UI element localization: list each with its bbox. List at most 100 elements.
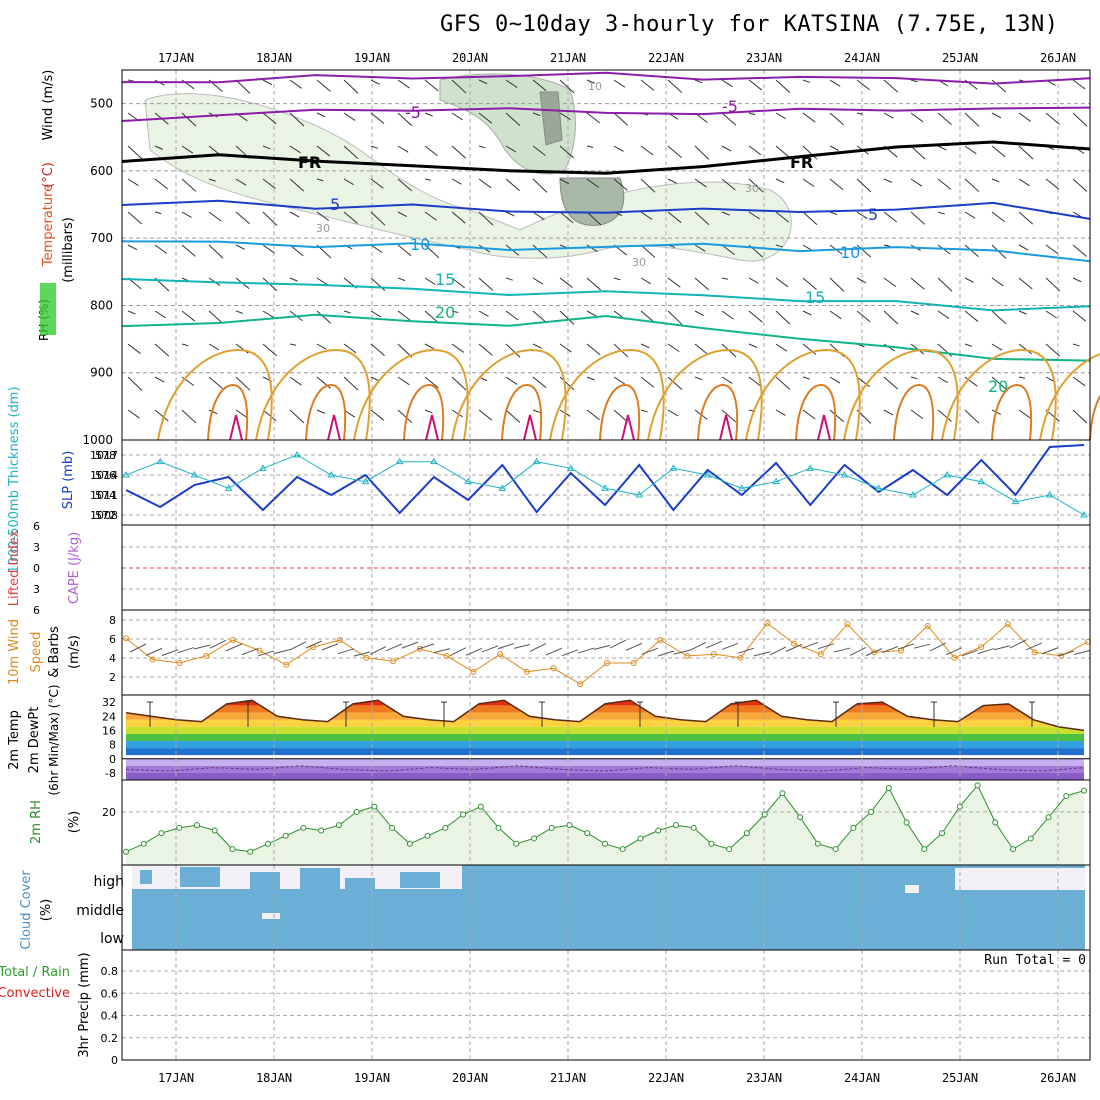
wind-frame [121, 609, 1091, 696]
wind-barb [449, 647, 467, 657]
rh-marker [1081, 787, 1087, 794]
wind-barb [1018, 376, 1026, 379]
slp-tick-label: 1014 [90, 469, 118, 482]
rh-marker [797, 814, 804, 821]
rh-marker [690, 824, 697, 831]
wind-barb [964, 409, 980, 424]
wind-barb [451, 145, 467, 159]
wind-barb [929, 642, 947, 652]
wind-barb [559, 178, 570, 185]
wind-barb [748, 376, 762, 388]
wind-barb [145, 647, 163, 656]
wind-barb [532, 277, 544, 285]
temp-contour-30 [305, 383, 347, 441]
wind-barb [802, 310, 812, 316]
wind-barb [424, 376, 439, 389]
temp-contour-25 [1039, 353, 1100, 441]
rh-unit-label: (%) [67, 811, 82, 834]
cape-axis-label: CAPE (J/kg) [67, 532, 82, 604]
wind-barb [640, 310, 655, 323]
wind-barb [694, 376, 703, 381]
wind-barb [910, 145, 926, 160]
wind-barb [833, 647, 851, 653]
temp-band [126, 765, 1084, 773]
wind-barb [613, 178, 628, 191]
rh-marker [956, 803, 963, 810]
isotherm-label: 5 [330, 195, 340, 214]
date-label-bottom: 22JAN [648, 1071, 684, 1085]
temp-contour-35 [817, 414, 831, 441]
wind-barb [370, 310, 382, 318]
wind-barb [586, 211, 602, 226]
wind-barb [883, 178, 893, 183]
rh-area [126, 785, 1084, 865]
wind-barb [343, 145, 359, 159]
wind-barb [451, 178, 462, 185]
wind-barb [748, 145, 762, 156]
li-tick-label: 0 [33, 562, 40, 575]
wind-speed-marker [577, 681, 584, 688]
wind-barb [829, 145, 840, 152]
wind-barb [609, 639, 627, 649]
wind-barb [586, 244, 598, 253]
wind-barb [1018, 277, 1033, 290]
wind-barb [586, 145, 594, 148]
temp-tick-label: 16 [102, 724, 116, 737]
wind-barb [208, 376, 223, 389]
wind-barb [478, 178, 492, 189]
wind-barb [991, 112, 1002, 119]
rh-marker [247, 848, 254, 855]
slp-marker [293, 451, 301, 458]
wind-barb [721, 79, 733, 88]
temp-tick-label: -8 [105, 767, 116, 780]
wind-speed-marker [283, 661, 290, 668]
wind-barb [801, 641, 819, 649]
wind-barb [497, 643, 515, 650]
isotherm-label: -5 [722, 97, 738, 116]
temp-contour-25 [647, 348, 763, 441]
wind-speed-marker [710, 651, 717, 658]
wind-barb [1045, 178, 1060, 190]
wind-speed-marker [684, 652, 691, 659]
cloud-high-block [300, 868, 340, 890]
wind-barb [748, 178, 764, 193]
wind-speed-marker [764, 620, 771, 627]
isotherm-10 [121, 240, 1091, 263]
cloud-high-gap [955, 868, 1085, 890]
wind-barb-field [127, 79, 1088, 424]
temperature-axis-label: Temperature [41, 184, 56, 267]
wind-barb [865, 648, 883, 657]
rh-marker [176, 824, 183, 831]
wind-barb [748, 112, 756, 116]
wind-barb [945, 647, 963, 656]
wind-barb [424, 112, 433, 117]
wind-barb [883, 211, 897, 223]
wind-barb [991, 343, 1003, 351]
rh-marker [655, 827, 662, 834]
pressure-tick-label: 800 [90, 298, 113, 312]
slp-marker [703, 471, 712, 478]
wind-barb [640, 244, 656, 258]
wind-barb [235, 211, 250, 225]
rh-marker [761, 811, 768, 818]
wind-barb [829, 376, 841, 384]
slp-marker [258, 464, 267, 471]
wind-barb [505, 112, 521, 126]
wind-barb [721, 277, 729, 280]
wind-speed-marker [844, 621, 851, 628]
wind-speed-marker [604, 660, 610, 666]
wind-barb [721, 642, 739, 650]
slp-marker [224, 484, 233, 491]
wind-barb [748, 79, 763, 91]
wind-barb [991, 376, 1007, 390]
temp-band [126, 748, 1084, 756]
wind-barb [424, 244, 440, 259]
wind-barb [181, 211, 192, 218]
slp-line [125, 454, 1085, 516]
wind-barb [883, 244, 891, 247]
wind-barb [559, 376, 575, 391]
precip-tick-label: 0.2 [101, 1032, 119, 1045]
wind-barb [289, 376, 302, 386]
precip-tick-label: 0 [111, 1054, 118, 1067]
wind-barb [802, 343, 817, 355]
